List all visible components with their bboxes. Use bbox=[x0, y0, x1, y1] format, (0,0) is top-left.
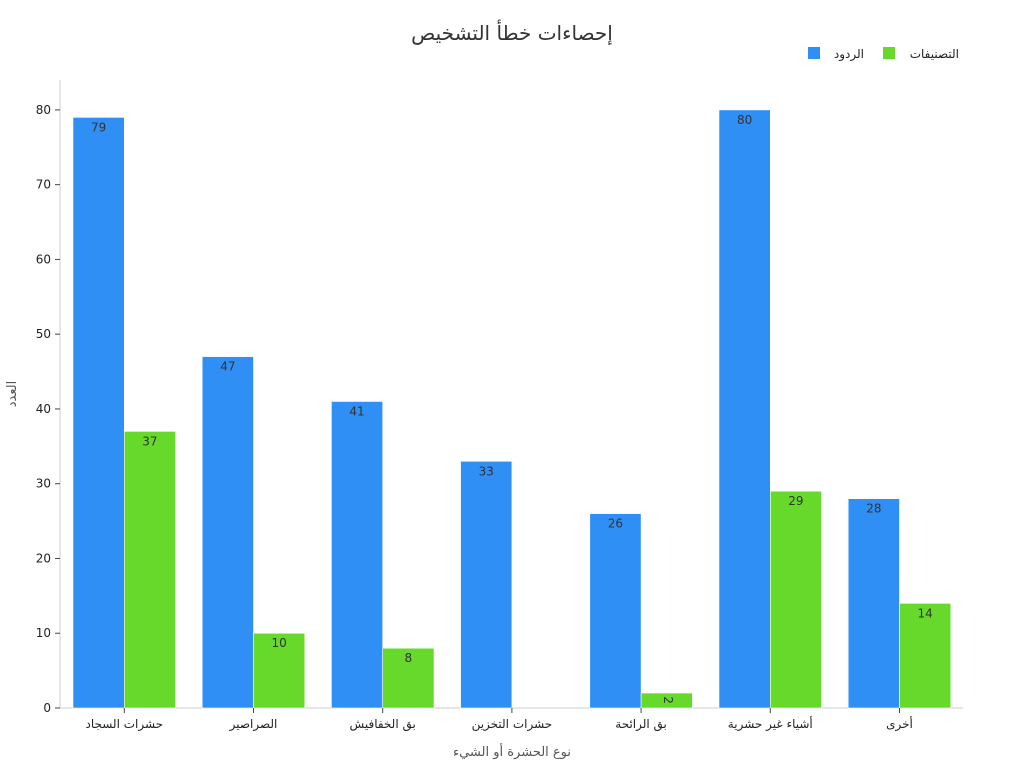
y-axis-label: العدد bbox=[5, 381, 20, 407]
legend: التصنيفات الردود bbox=[808, 47, 959, 62]
x-tick-label: بق الرائحة bbox=[615, 717, 667, 732]
x-tick-label: الصراصير bbox=[229, 717, 278, 732]
bar-value-label: 28 bbox=[866, 502, 881, 516]
bar-value-label: 8 bbox=[405, 651, 413, 665]
bar-classifications bbox=[769, 490, 822, 709]
bar-responses bbox=[718, 109, 771, 709]
legend-label: الردود bbox=[834, 47, 864, 62]
y-tick-label: 40 bbox=[36, 402, 51, 416]
y-tick-label: 60 bbox=[36, 252, 51, 266]
bar-value-label: 26 bbox=[608, 517, 623, 531]
x-tick-label: أشياء غير حشرية bbox=[728, 716, 813, 732]
y-tick-label: 30 bbox=[36, 477, 51, 491]
bar-responses bbox=[201, 356, 254, 709]
bar-responses bbox=[589, 513, 642, 709]
y-axis-ticks: 0 10 20 30 40 50 60 70 80 bbox=[36, 103, 60, 715]
y-tick-label: 20 bbox=[36, 551, 51, 565]
bar-classifications bbox=[253, 632, 306, 709]
x-tick-label: حشرات السجاد bbox=[85, 717, 163, 732]
bar-responses bbox=[847, 498, 900, 709]
x-tick-label: أخرى bbox=[886, 716, 913, 732]
bars: 79 37 47 10 41 8 33 26 2 80 29 28 14 bbox=[72, 109, 952, 709]
bar-value-label: 80 bbox=[737, 113, 752, 127]
bar-classifications bbox=[640, 692, 693, 709]
x-tick-label: بق الخفافيش bbox=[350, 717, 416, 732]
bar-classifications bbox=[382, 647, 435, 709]
legend-swatch bbox=[883, 47, 895, 59]
y-tick-label: 50 bbox=[36, 327, 51, 341]
bar-responses bbox=[331, 401, 383, 709]
bar-classifications bbox=[124, 431, 176, 709]
y-tick-label: 0 bbox=[43, 701, 51, 715]
bar-responses bbox=[72, 117, 125, 709]
y-tick-label: 70 bbox=[36, 178, 51, 192]
x-axis-label: نوع الحشرة أو الشيء bbox=[453, 743, 571, 760]
bar-value-label: 47 bbox=[220, 360, 235, 374]
chart-title: إحصاءات خطأ التشخيص bbox=[411, 19, 613, 46]
legend-label: التصنيفات bbox=[910, 47, 959, 61]
y-tick-label: 10 bbox=[36, 626, 51, 640]
bar-classifications bbox=[899, 603, 952, 709]
bar-value-label: 41 bbox=[349, 404, 364, 418]
bar-value-label: 79 bbox=[91, 120, 106, 134]
bar-value-label: 10 bbox=[272, 636, 287, 650]
bar-value-label: 33 bbox=[479, 464, 494, 478]
y-tick-label: 80 bbox=[36, 103, 51, 117]
bar-responses bbox=[460, 460, 513, 709]
legend-swatch bbox=[808, 47, 820, 59]
bar-value-label: 29 bbox=[788, 494, 803, 508]
x-axis-ticks: حشرات السجاد الصراصير بق الخفافيش حشرات الت… bbox=[85, 708, 913, 732]
x-tick-label: حشرات التخزين bbox=[472, 717, 553, 732]
bar-value-label: 2 bbox=[661, 696, 675, 704]
bar-value-label: 14 bbox=[918, 606, 933, 620]
bar-value-label: 37 bbox=[142, 434, 157, 448]
